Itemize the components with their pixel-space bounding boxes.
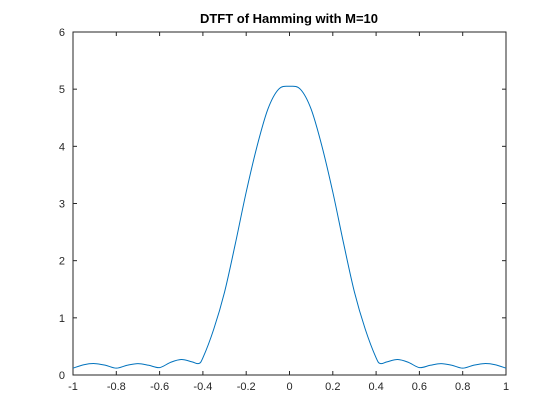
y-tick-label: 4 — [59, 141, 65, 153]
x-tick-label: 0.6 — [412, 381, 427, 393]
axes-box — [72, 31, 507, 376]
x-tick-label: 0 — [286, 381, 292, 393]
x-tick-label: 1 — [503, 381, 509, 393]
y-tick-label: 6 — [59, 27, 65, 39]
x-tick-label: -0.2 — [237, 381, 256, 393]
y-tick-label: 3 — [59, 199, 65, 211]
x-tick-label: 0.8 — [455, 381, 470, 393]
chart-title: DTFT of Hamming with M=10 — [200, 11, 378, 26]
y-tick-label: 0 — [59, 370, 65, 382]
x-tick-label: -0.6 — [150, 381, 169, 393]
x-tick-label: -1 — [68, 381, 78, 393]
x-tick-label: -0.4 — [193, 381, 212, 393]
y-tick-label: 1 — [59, 313, 65, 325]
data-line — [72, 85, 507, 369]
y-tick-label: 5 — [59, 84, 65, 96]
y-tick-label: 2 — [59, 256, 65, 268]
x-tick-label: -0.8 — [107, 381, 126, 393]
x-tick-label: 0.2 — [325, 381, 340, 393]
x-tick-label: 0.4 — [368, 381, 383, 393]
